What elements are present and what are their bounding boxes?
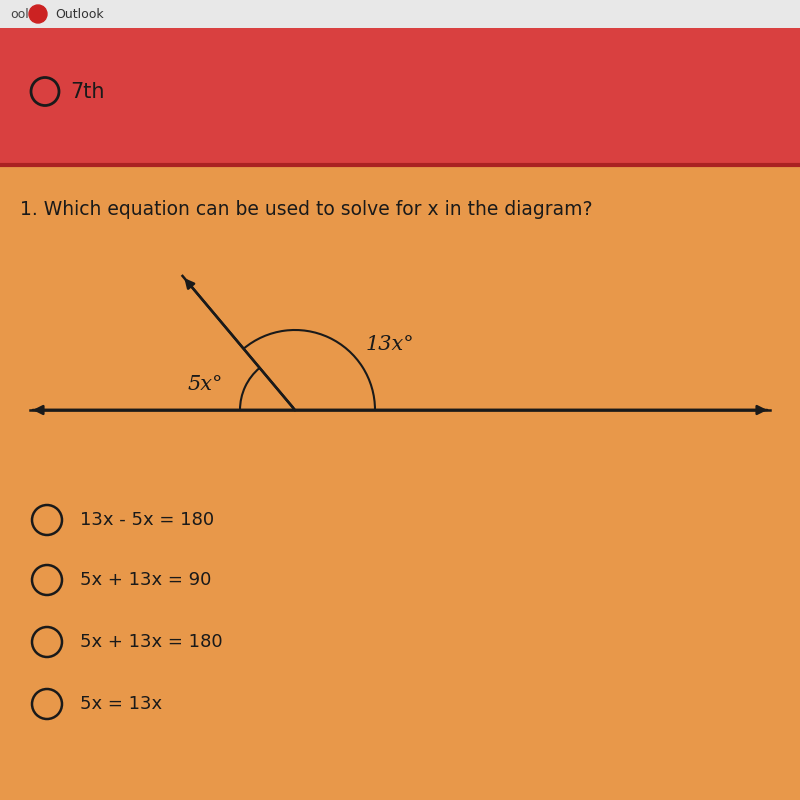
FancyBboxPatch shape xyxy=(0,0,800,28)
Text: ool: ool xyxy=(10,7,29,21)
Text: 13x°: 13x° xyxy=(366,335,414,354)
Text: 5x = 13x: 5x = 13x xyxy=(80,695,162,713)
Text: 13x - 5x = 180: 13x - 5x = 180 xyxy=(80,511,214,529)
FancyBboxPatch shape xyxy=(0,165,800,800)
FancyBboxPatch shape xyxy=(0,28,800,165)
Text: 5x + 13x = 180: 5x + 13x = 180 xyxy=(80,633,222,651)
Text: 7th: 7th xyxy=(70,82,105,102)
Text: Outlook: Outlook xyxy=(55,7,104,21)
Circle shape xyxy=(29,5,47,23)
Text: 5x°: 5x° xyxy=(187,375,222,394)
Text: 5x + 13x = 90: 5x + 13x = 90 xyxy=(80,571,211,589)
Text: 1. Which equation can be used to solve for x in the diagram?: 1. Which equation can be used to solve f… xyxy=(20,200,593,219)
